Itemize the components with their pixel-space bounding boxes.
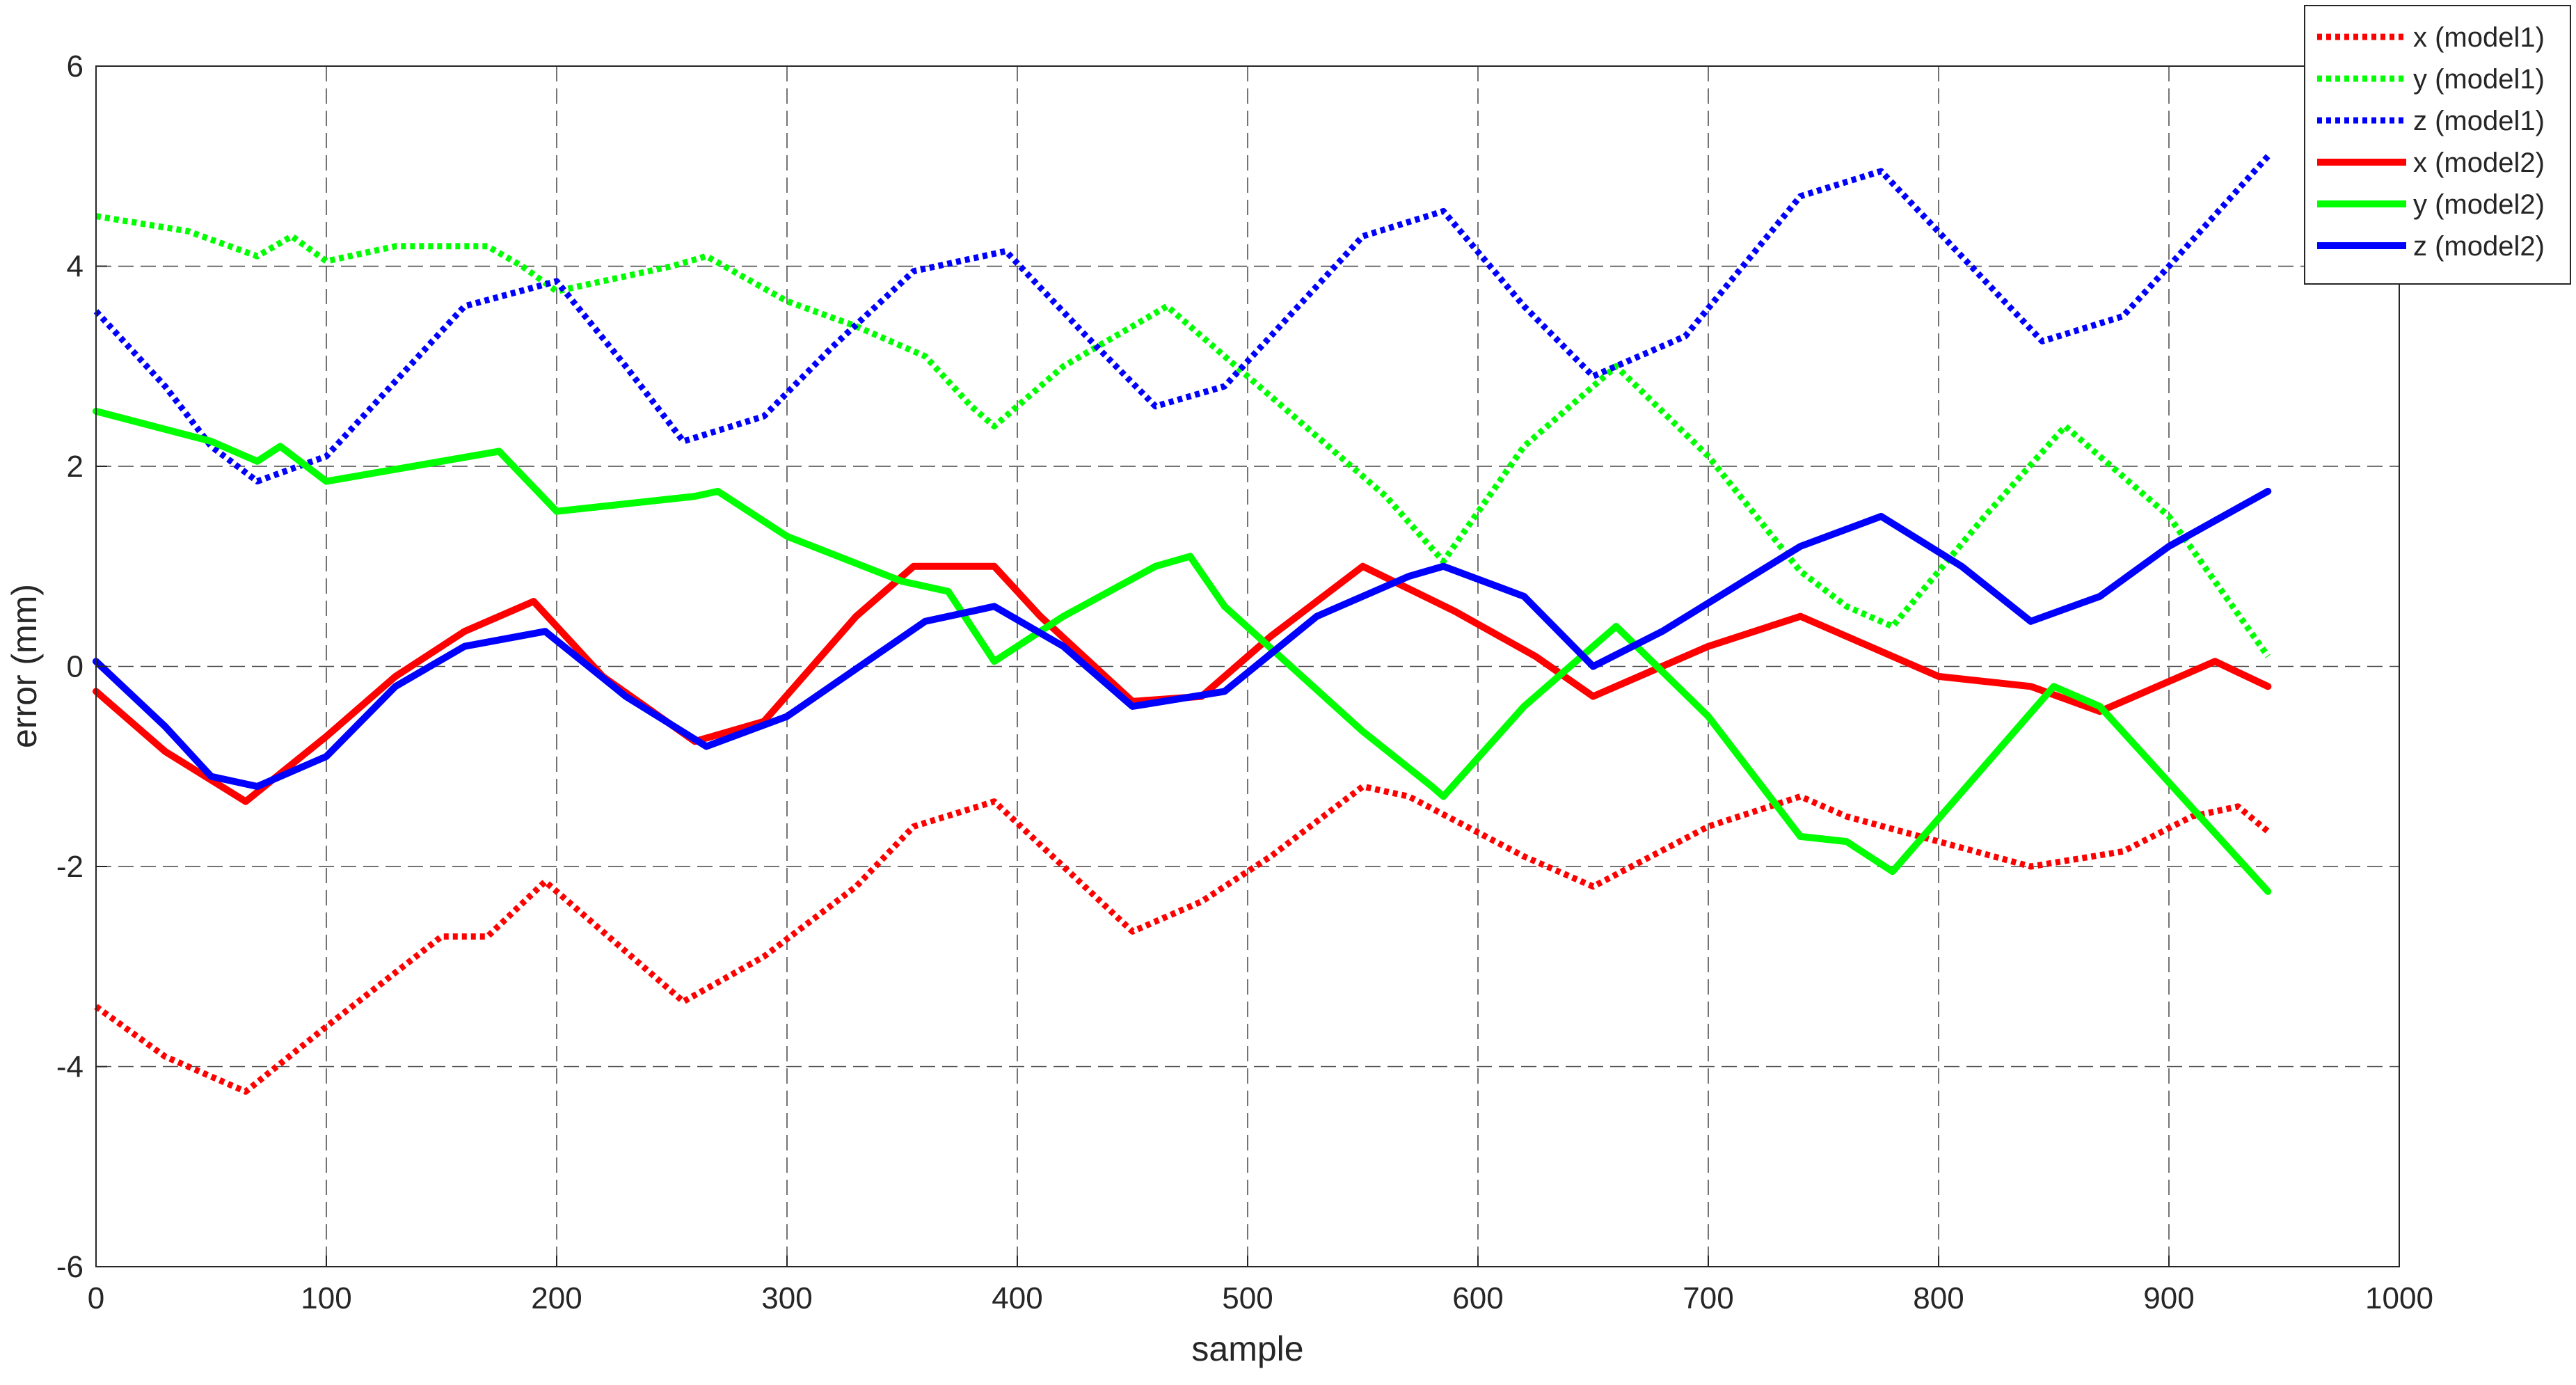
legend-label: x (model2) [2413,148,2545,178]
y-tick-label: -6 [56,1250,84,1284]
axes-ticks: 0 100 200 300 400 500 600 700 800 900 1000 -6 -4 -2 0 2… [56,49,2433,1315]
legend-label: x (model1) [2413,22,2545,53]
legend-label: y (model1) [2413,64,2545,95]
y-tick-label: -4 [56,1050,84,1084]
y-tick-label: 6 [67,49,84,84]
x-tick-label: 900 [2143,1281,2194,1315]
series-line-x-model2 [93,562,2272,805]
x-tick-label: 400 [992,1281,1042,1315]
legend-box [2304,5,2571,285]
x-tick-label: 200 [531,1281,582,1315]
legend-label: z (model1) [2413,106,2545,136]
x-tick-label: 1000 [2365,1281,2433,1315]
x-axis-label: sample [1191,1329,1303,1368]
series-line-z-model1 [93,154,2271,485]
legend-label: y (model2) [2413,189,2545,220]
legend-label: z (model2) [2413,231,2545,262]
y-tick-label: 2 [67,450,84,484]
x-tick-label: 800 [1913,1281,1964,1315]
series-line-y-model1 [95,213,2271,658]
x-tick-label: 100 [301,1281,351,1315]
y-tick-label: 0 [67,650,84,684]
series-line-z-model2 [93,487,2272,790]
x-tick-label: 300 [761,1281,812,1315]
y-axis-label: error (mm) [5,584,44,748]
y-tick-label: 4 [67,250,84,284]
series-line-y-model2 [93,407,2272,895]
grid [96,66,2399,1267]
series-line-x-model1 [94,783,2271,1095]
y-tick-label: -2 [56,850,84,884]
series-group [93,154,2272,1095]
x-tick-label: 0 [88,1281,104,1315]
x-tick-label: 600 [1452,1281,1503,1315]
x-tick-label: 500 [1222,1281,1273,1315]
x-tick-label: 700 [1683,1281,1733,1315]
legend: x (model1) y (model1) z (model1) x (model2)… [2304,5,2571,285]
